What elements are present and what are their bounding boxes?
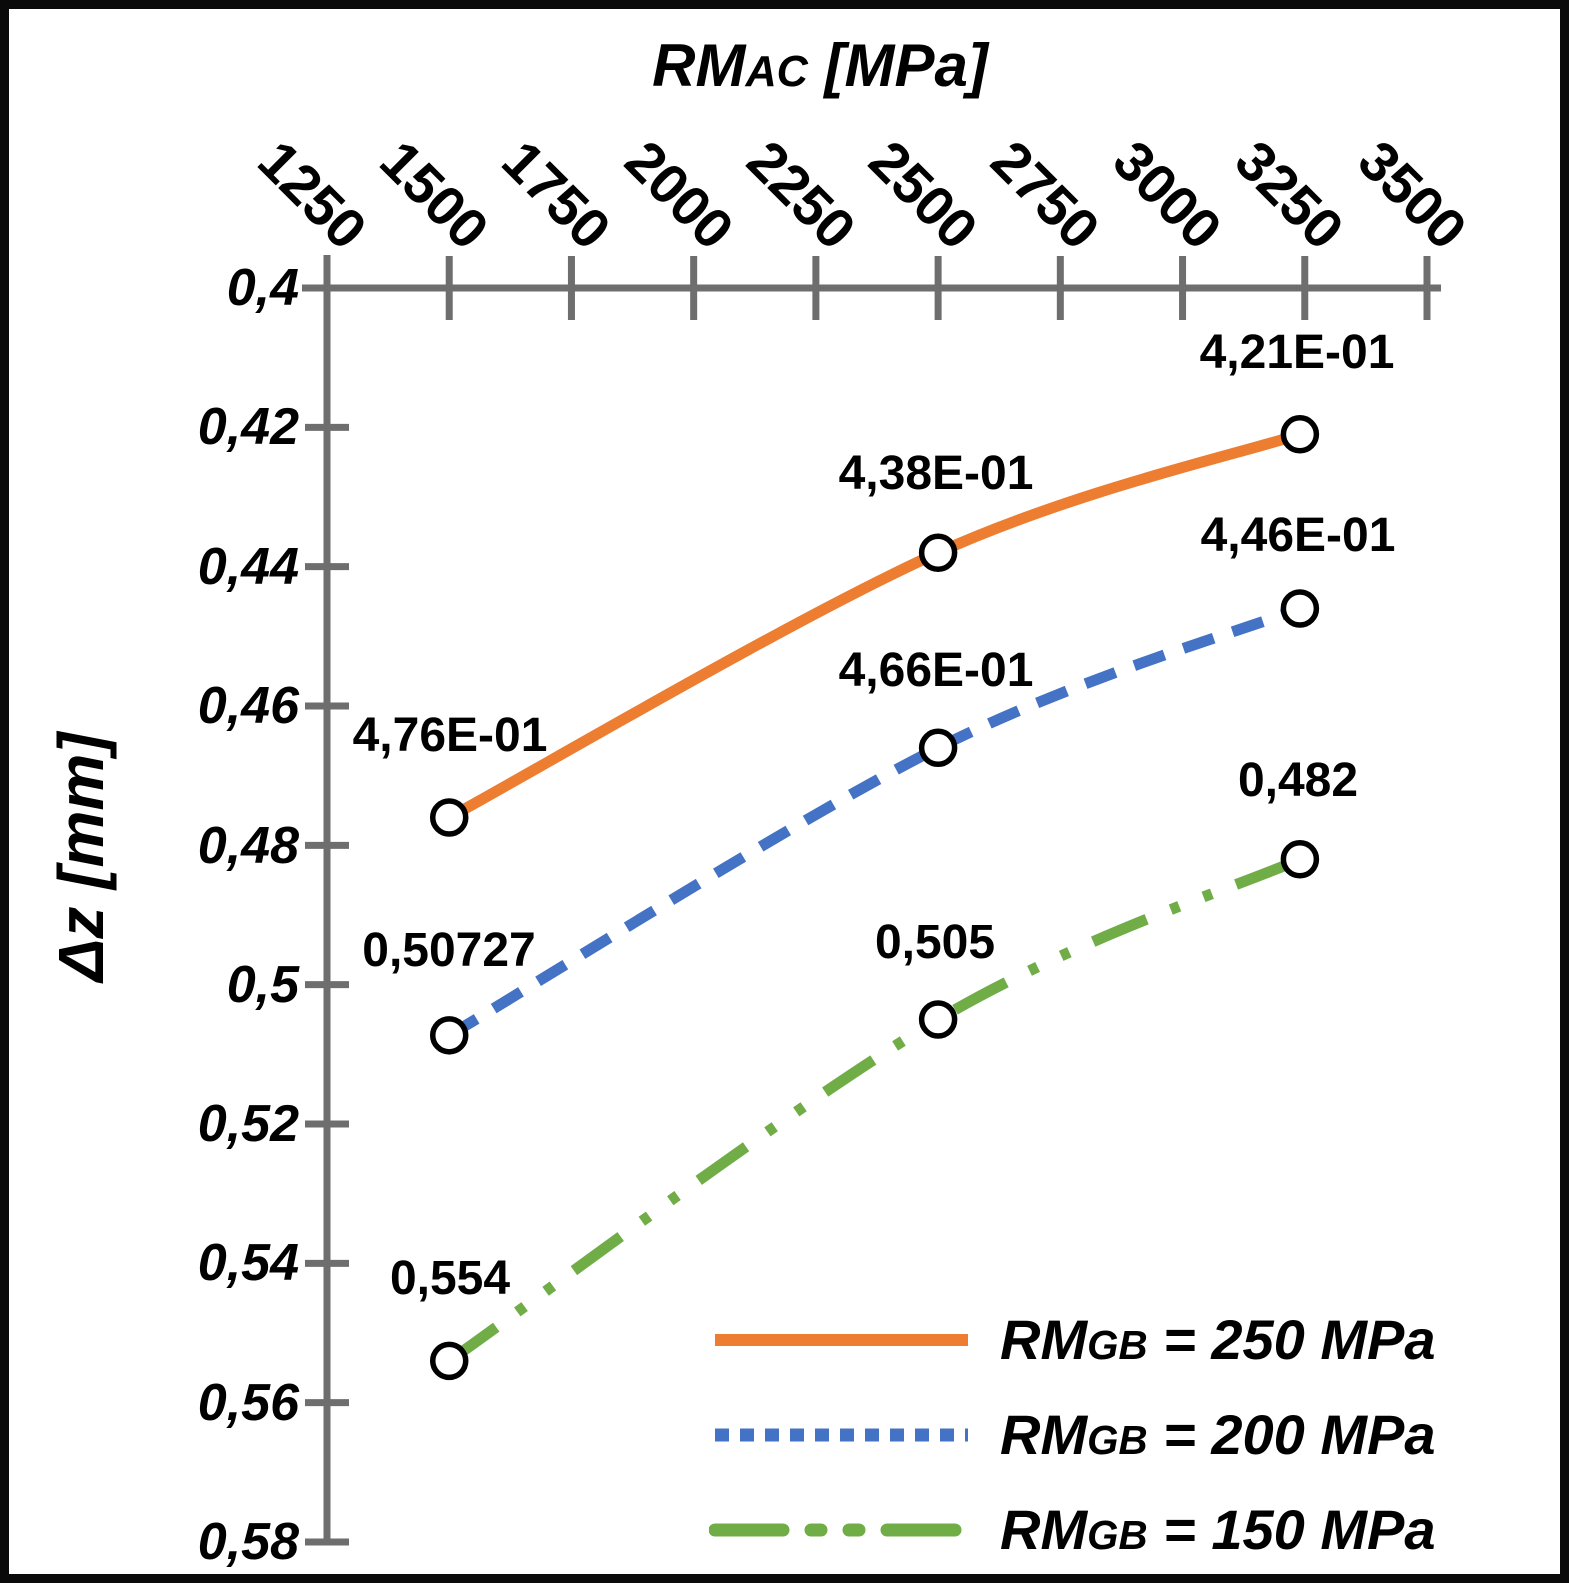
chart-title-main: RM bbox=[652, 32, 746, 99]
data-point-marker-0-2 bbox=[1280, 415, 1320, 454]
data-point-marker-1-1 bbox=[918, 728, 958, 768]
legend-label-150: RMGB = 150 MPa bbox=[1000, 1497, 1436, 1561]
plot-area bbox=[302, 255, 1441, 1546]
legend-row-200: RMGB = 200 MPa bbox=[709, 1387, 1436, 1482]
series-line-0 bbox=[446, 429, 1302, 823]
legend-label-200: RMGB = 200 MPa bbox=[1000, 1402, 1436, 1466]
legend: RMGB = 250 MPa RMGB = 200 MPa RMGB = 150… bbox=[709, 1292, 1436, 1574]
legend-label-250: RMGB = 250 MPa bbox=[1000, 1307, 1436, 1371]
legend-line-200-swatch bbox=[715, 1428, 968, 1441]
chart-title-sub: AC bbox=[745, 48, 808, 96]
data-point-marker-1-0 bbox=[429, 1016, 469, 1055]
legend-row-250: RMGB = 250 MPa bbox=[709, 1292, 1436, 1387]
legend-row-150: RMGB = 150 MPa bbox=[709, 1482, 1436, 1574]
data-point-marker-2-2 bbox=[1280, 840, 1320, 879]
legend-line-150-swatch bbox=[709, 1523, 974, 1536]
chart-title-rest: [MPa] bbox=[807, 32, 988, 99]
chart-title: RMAC [MPa] bbox=[652, 31, 988, 100]
data-point-marker-2-1 bbox=[918, 1000, 958, 1039]
series-line-1 bbox=[446, 603, 1302, 1041]
legend-line-250-swatch bbox=[715, 1333, 968, 1346]
data-point-marker-1-2 bbox=[1280, 589, 1320, 628]
data-point-marker-0-1 bbox=[918, 533, 958, 572]
data-point-marker-0-0 bbox=[429, 798, 469, 837]
data-point-marker-2-0 bbox=[429, 1341, 469, 1381]
y-axis-title: Δz [mm] bbox=[45, 732, 117, 982]
